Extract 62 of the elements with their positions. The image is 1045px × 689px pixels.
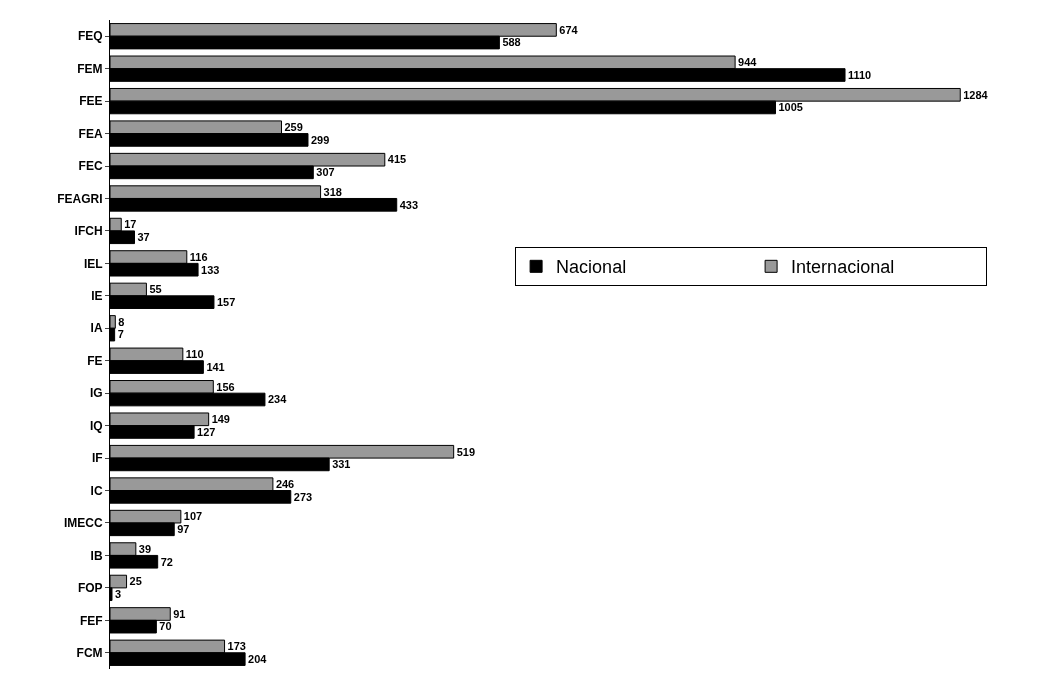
data-label: 91 [173,607,186,620]
data-label: 415 [387,153,407,166]
data-label: 307 [316,166,335,179]
data-label: 318 [323,185,342,198]
y-tick-label: IMECC [63,516,103,531]
data-label: 674 [559,23,579,36]
data-label: 157 [216,295,236,308]
legend-label: Nacional [556,257,627,278]
data-label: 3 [114,588,122,600]
data-label: 7 [117,328,124,341]
y-tick-label: IQ [89,418,103,433]
data-label: 39 [138,542,152,555]
data-label: 433 [399,198,419,211]
data-label: 156 [216,380,235,393]
data-label: 55 [149,283,162,296]
data-label: 259 [284,121,303,134]
data-label: 331 [332,458,351,471]
data-label: 37 [137,231,150,244]
data-label: 141 [206,360,225,373]
y-tick-label: IC [90,483,103,498]
data-label: 299 [311,133,330,146]
data-label: 133 [201,263,220,276]
y-tick-label: FEQ [77,29,103,44]
y-tick-label: FEC [78,159,103,174]
y-tick-label: IG [89,386,103,401]
data-label: 1005 [778,101,803,114]
data-label: 116 [189,250,208,263]
y-tick-label: FEM [77,61,103,76]
data-label: 149 [211,413,230,426]
data-label: 1110 [848,68,872,81]
y-tick-label: FOP [77,581,103,596]
data-label: 97 [177,523,190,536]
data-label: 588 [502,36,521,49]
data-label: 519 [456,445,475,458]
data-label: 127 [197,425,216,438]
y-tick-label: FEA [78,126,103,141]
y-tick-label: IB [90,548,103,563]
y-tick-label: IFCH [74,224,103,239]
y-tick-label: IE [91,289,103,304]
data-label: 72 [160,555,173,568]
data-label: 1284 [963,88,989,101]
y-tick-label: FE [87,353,103,368]
data-label: 944 [738,56,758,69]
legend-label: Internacional [791,257,895,278]
y-tick-label: IEL [83,256,103,271]
data-label: 17 [124,218,137,231]
data-label: 25 [129,575,142,588]
y-tick-label: FCM [76,645,103,660]
y-tick-label: FEF [79,613,103,628]
data-label: 204 [248,652,268,665]
data-label: 234 [267,393,288,406]
data-label: 70 [159,620,172,633]
data-label: 107 [183,510,203,523]
y-tick-label: IA [90,321,103,336]
data-label: 8 [118,315,125,328]
data-label: 110 [185,348,204,361]
y-tick-label: FEE [79,94,103,109]
data-label: 246 [275,478,295,490]
data-label: 173 [227,640,246,653]
y-tick-label: IF [91,451,103,466]
data-label: 273 [293,490,313,503]
y-tick-label: FEAGRI [57,191,103,206]
